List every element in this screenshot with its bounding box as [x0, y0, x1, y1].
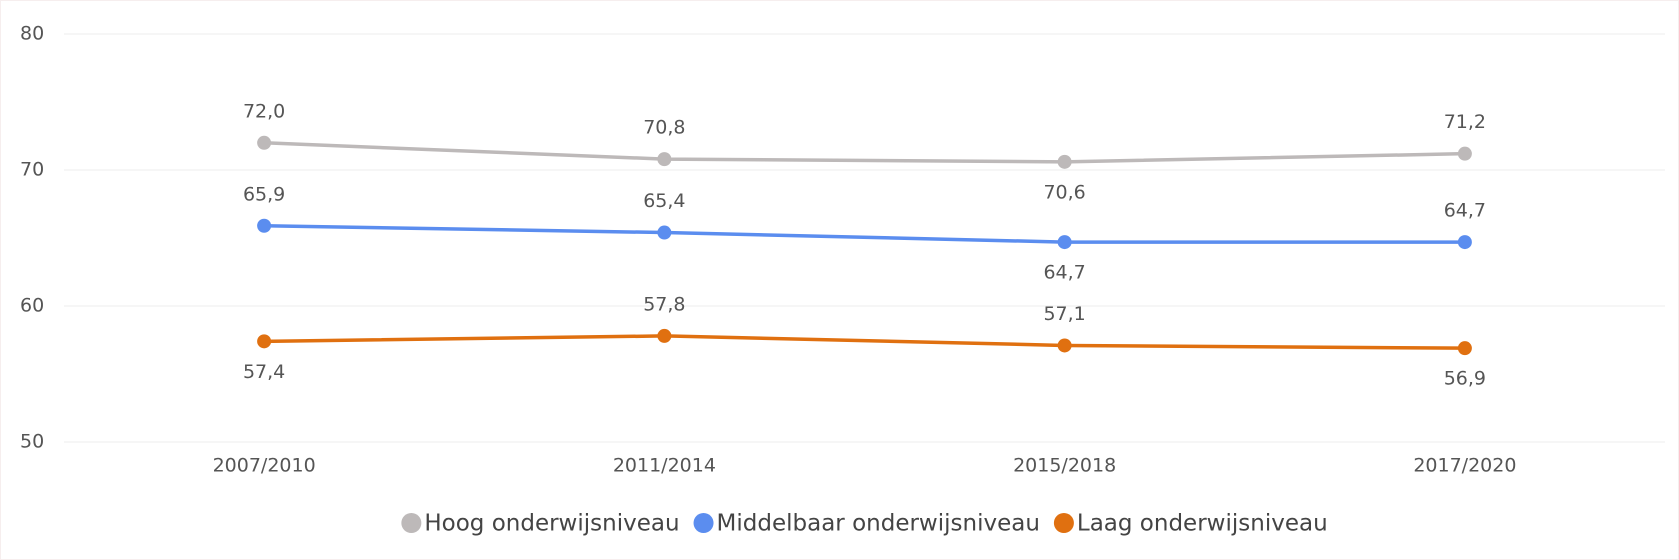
data-label: 57,1: [1043, 303, 1085, 325]
data-label: 71,2: [1444, 111, 1486, 133]
data-label: 70,8: [643, 117, 685, 139]
data-point: [1457, 146, 1472, 161]
data-point: [657, 152, 672, 167]
x-tick-label: 2017/2020: [1413, 455, 1516, 477]
data-point: [1057, 235, 1072, 250]
x-tick-label: 2015/2018: [1013, 455, 1116, 477]
data-point: [257, 218, 272, 233]
y-tick-label: 60: [20, 295, 44, 317]
data-point: [257, 334, 272, 349]
data-point: [1457, 235, 1472, 250]
x-tick-label: 2011/2014: [613, 455, 716, 477]
legend-marker: [693, 513, 714, 533]
data-label: 65,4: [643, 190, 685, 212]
data-point: [1057, 338, 1072, 353]
legend-label: Laag onderwijsniveau: [1077, 511, 1328, 537]
data-label: 64,7: [1043, 262, 1085, 284]
data-point: [1057, 154, 1072, 169]
data-label: 72,0: [243, 100, 285, 122]
x-tick-label: 2007/2010: [213, 455, 316, 477]
data-point: [657, 225, 672, 240]
series-line: [264, 141, 1465, 164]
data-label: 57,4: [243, 361, 285, 383]
y-tick-label: 50: [20, 431, 44, 453]
y-tick-label: 80: [20, 23, 44, 45]
legend-marker: [401, 513, 422, 533]
data-point: [1457, 341, 1472, 356]
data-label: 65,9: [243, 183, 285, 205]
data-label: 64,7: [1444, 200, 1486, 222]
legend-label: Hoog onderwijsniveau: [424, 511, 679, 537]
data-point: [257, 135, 272, 150]
data-label: 57,8: [643, 293, 685, 315]
series-line: [264, 334, 1465, 350]
data-label: 70,6: [1043, 181, 1085, 203]
legend-marker: [1053, 513, 1074, 533]
series-line: [264, 224, 1465, 244]
legend: Hoog onderwijsniveau Middelbaar onderwijs…: [401, 511, 1328, 537]
data-label: 56,9: [1444, 368, 1486, 390]
y-tick-label: 70: [20, 159, 44, 181]
data-point: [657, 328, 672, 343]
legend-label: Middelbaar onderwijsniveau: [717, 511, 1040, 537]
